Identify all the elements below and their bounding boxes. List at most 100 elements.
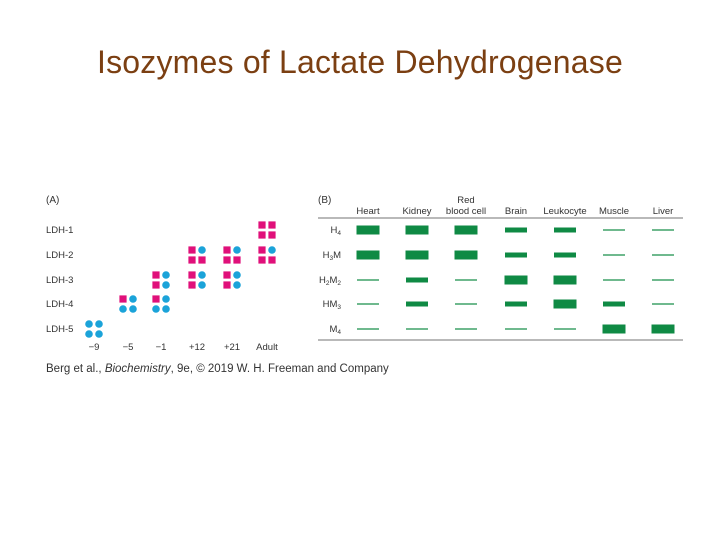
expression-band (357, 303, 379, 305)
expression-band (651, 324, 675, 334)
tissue-label: Brain (505, 206, 527, 217)
expression-band (553, 299, 577, 309)
expression-band (603, 229, 625, 231)
expression-band (406, 328, 428, 330)
m-subunit (95, 320, 103, 328)
stage-label: −9 (89, 342, 100, 353)
expression-band (405, 250, 429, 260)
tissue-label: Leukocyte (543, 206, 586, 217)
h-subunit (152, 295, 160, 303)
h-subunit (233, 256, 241, 264)
tissue-label-top: Red (457, 195, 474, 206)
expression-band (554, 252, 576, 258)
credit-suffix: , 9e, © 2019 W. H. Freeman and Company (170, 363, 389, 375)
tissue-label: blood cell (446, 206, 486, 217)
h-subunit (188, 271, 196, 279)
expression-band (602, 324, 626, 334)
credit-book-title: Biochemistry (104, 363, 171, 375)
expression-band (652, 279, 674, 281)
tetramer-ldh-3 (223, 271, 241, 289)
h-subunit (198, 256, 206, 264)
h-subunit (223, 256, 231, 264)
expression-band (357, 279, 379, 281)
expression-band (554, 227, 576, 233)
m-subunit (233, 246, 241, 254)
expression-band (356, 250, 380, 260)
expression-band (652, 303, 674, 305)
h-subunit (258, 256, 266, 264)
isozyme-formula: H2M2 (319, 275, 341, 287)
tetramer-ldh-2 (258, 246, 276, 264)
tetramer-ldh-4 (152, 295, 170, 313)
tetramer-ldh-3 (152, 271, 170, 289)
tissue-label: Kidney (402, 206, 431, 217)
m-subunit (85, 320, 93, 328)
m-subunit (95, 330, 103, 338)
expression-band (603, 279, 625, 281)
tissue-label: Heart (356, 206, 380, 217)
h-subunit (188, 256, 196, 264)
expression-band (455, 328, 477, 330)
h-subunit (268, 231, 276, 239)
m-subunit (233, 281, 241, 289)
expression-band (356, 225, 380, 235)
m-subunit (268, 246, 276, 254)
m-subunit (129, 305, 137, 313)
isozyme-formula: H4 (331, 225, 342, 237)
m-subunit (162, 281, 170, 289)
isozyme-formula: HM3 (323, 299, 342, 311)
stage-label: −1 (156, 342, 167, 353)
expression-band (505, 328, 527, 330)
isozyme-formula: H3M (323, 250, 342, 262)
m-subunit (198, 246, 206, 254)
m-subunit (162, 305, 170, 313)
m-subunit (162, 295, 170, 303)
isozyme-formula: M4 (329, 324, 341, 336)
isozyme-row-label: LDH-4 (46, 299, 73, 310)
m-subunit (119, 305, 127, 313)
slide-title: Isozymes of Lactate Dehydrogenase (96, 44, 623, 80)
expression-band (603, 301, 625, 307)
panel-a-developmental-pattern: (A) LDH-1 LDH-2 LDH-3 LDH-4 LDH-5 −9 −5 −1 +12 +21… (46, 195, 278, 353)
tissue-label: Liver (653, 206, 674, 217)
m-subunit (162, 271, 170, 279)
h-subunit (258, 246, 266, 254)
panel-a-label: (A) (46, 195, 59, 206)
expression-band (455, 279, 477, 281)
stage-label: −5 (123, 342, 134, 353)
stage-label: Adult (256, 342, 278, 353)
m-subunit (85, 330, 93, 338)
expression-band (405, 225, 429, 235)
expression-band (455, 303, 477, 305)
figure-credit: Berg et al., Biochemistry, 9e, © 2019 W.… (46, 363, 389, 375)
h-subunit (152, 281, 160, 289)
stage-label: +21 (224, 342, 240, 353)
expression-band (357, 328, 379, 330)
h-subunit (258, 231, 266, 239)
isozyme-row-label: LDH-3 (46, 275, 73, 286)
expression-band (652, 229, 674, 231)
m-subunit (129, 295, 137, 303)
expression-band (406, 277, 428, 283)
expression-band (454, 225, 478, 235)
h-subunit (223, 246, 231, 254)
panel-b-tissue-distribution: (B) Red Heart Kidney blood cell Brain Leukocyt… (318, 195, 683, 341)
isozyme-row-label: LDH-1 (46, 225, 73, 236)
expression-band (553, 275, 577, 285)
expression-band (652, 254, 674, 256)
expression-band (505, 252, 527, 258)
m-subunit (198, 271, 206, 279)
expression-band (505, 301, 527, 307)
expression-band (504, 275, 528, 285)
expression-band (454, 250, 478, 260)
h-subunit (223, 271, 231, 279)
tetramer-ldh-2 (223, 246, 241, 264)
tetramer-ldh-4 (119, 295, 137, 313)
h-subunit (268, 256, 276, 264)
expression-band (603, 254, 625, 256)
panel-b-label: (B) (318, 195, 331, 206)
h-subunit (258, 221, 266, 229)
tetramer-ldh-3 (188, 271, 206, 289)
expression-band (406, 301, 428, 307)
